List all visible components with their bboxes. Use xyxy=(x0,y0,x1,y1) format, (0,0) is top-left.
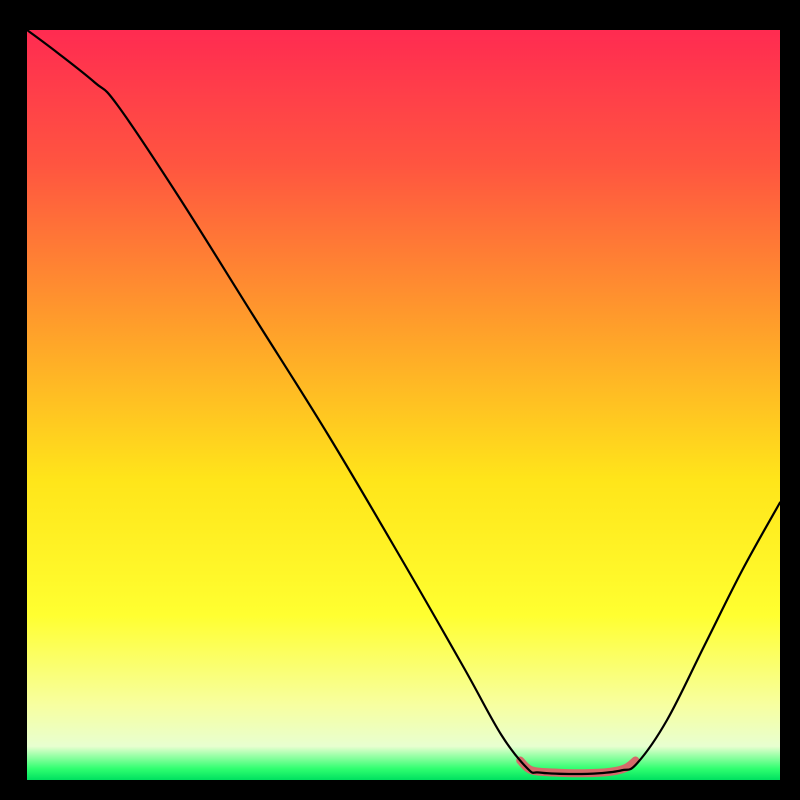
gradient-background xyxy=(27,30,780,780)
plot-area xyxy=(0,0,800,800)
chart-frame: TheBottleneck.com xyxy=(0,0,800,800)
bottleneck-chart xyxy=(0,0,800,800)
